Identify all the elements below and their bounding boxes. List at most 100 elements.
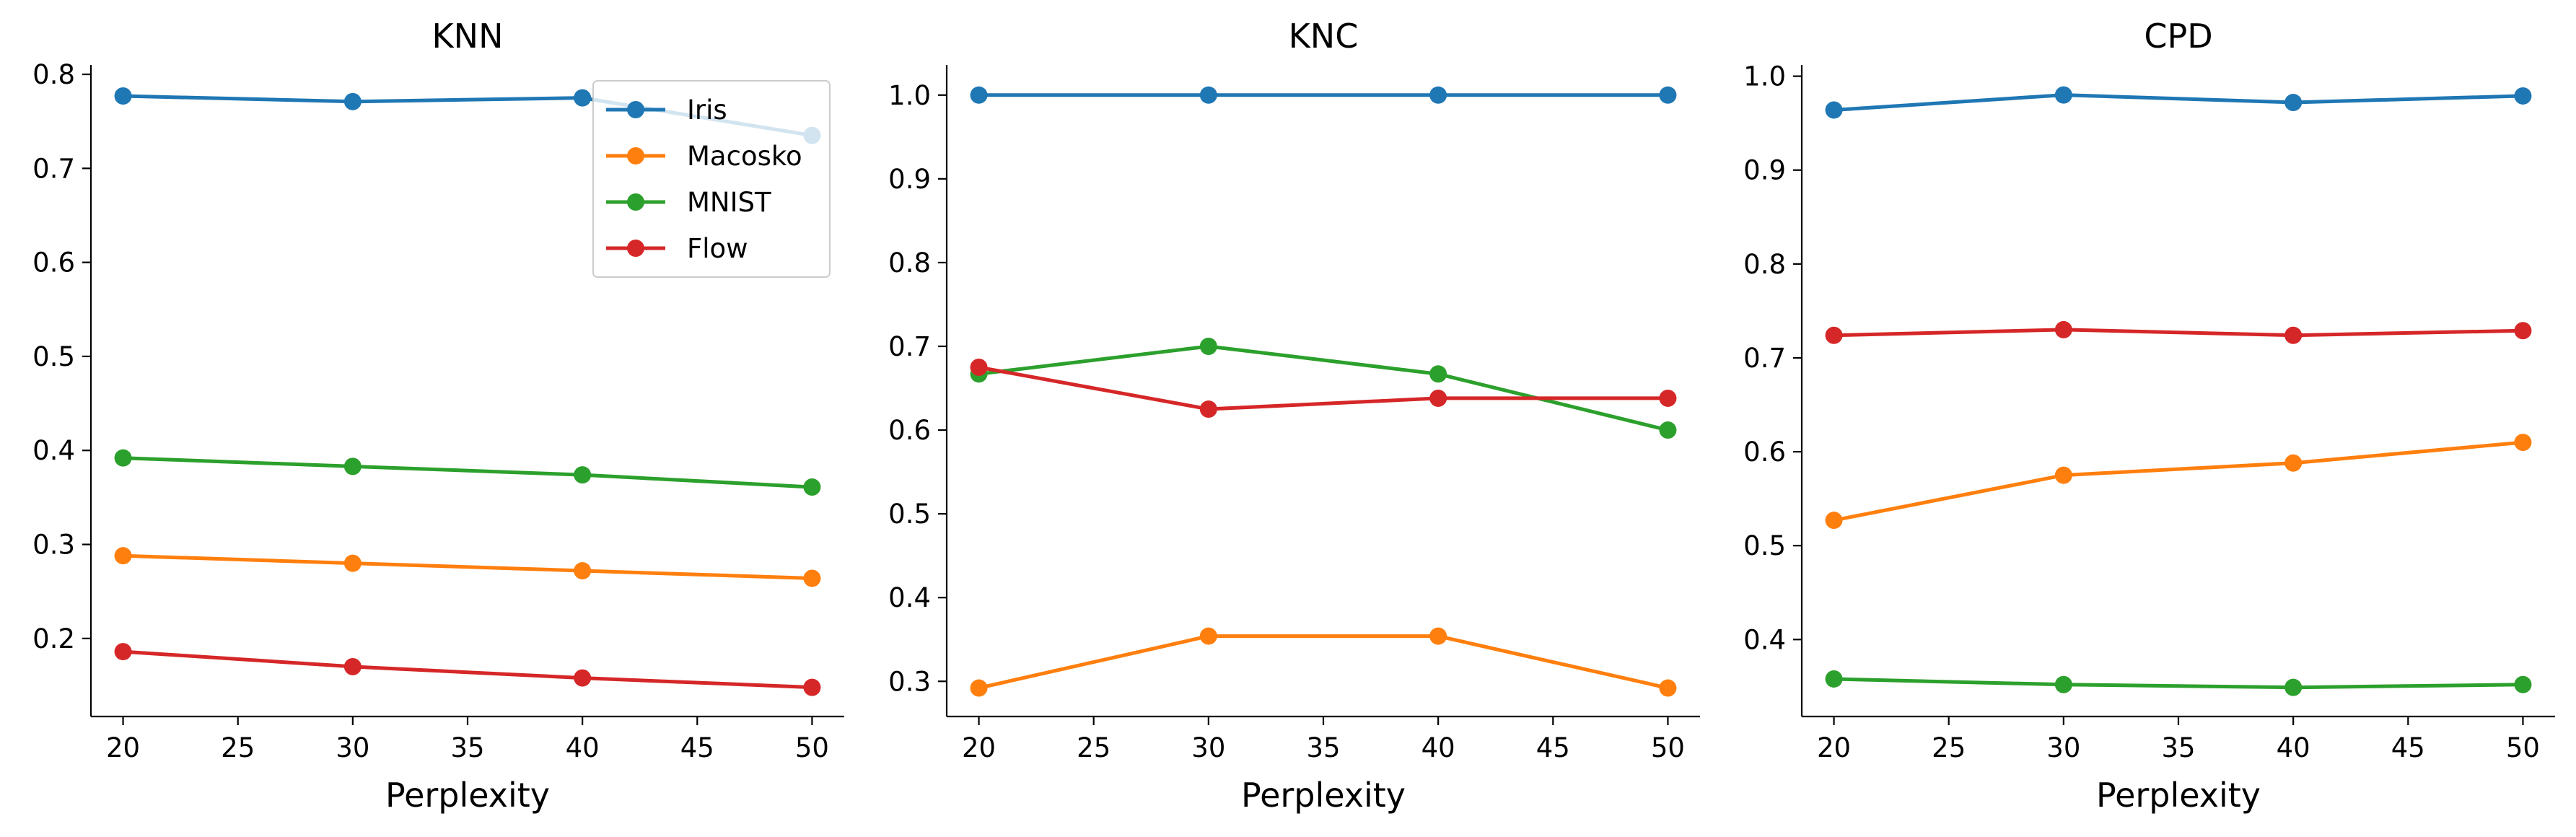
cpd-point-flow <box>2284 326 2303 344</box>
cpd-point-macosko <box>2284 454 2303 472</box>
cpd-point-iris <box>2054 86 2072 104</box>
legend-marker-flow <box>627 240 644 257</box>
knc-title: KNC <box>1289 17 1359 56</box>
cpd-y-tick-label: 1.0 <box>1743 61 1786 92</box>
knn-x-tick-label: 30 <box>336 732 369 763</box>
legend-marker-macosko <box>627 147 644 165</box>
cpd-point-iris <box>1825 101 1843 119</box>
cpd-point-macosko <box>2514 434 2532 452</box>
knn-point-flow <box>114 643 132 661</box>
knn-point-mnist <box>114 449 132 467</box>
cpd-y-tick-label: 0.6 <box>1743 437 1786 468</box>
knc-series-line-macosko <box>977 634 1670 690</box>
knc-y-tick-label: 0.6 <box>888 415 931 446</box>
knc-x-tick-label: 45 <box>1536 732 1570 763</box>
knc-x-tick-label: 50 <box>1651 732 1685 763</box>
knn-series-line-flow <box>121 649 814 690</box>
legend-frame <box>592 80 831 278</box>
legend-label-mnist: MNIST <box>687 187 771 218</box>
knn-point-mnist <box>803 478 821 496</box>
knn-y-tick-label: 0.4 <box>32 435 75 466</box>
knc-x-tick-label: 20 <box>962 732 996 763</box>
cpd-point-mnist <box>2514 675 2532 693</box>
cpd-point-mnist <box>2284 678 2303 696</box>
knn-x-tick-label: 40 <box>566 732 600 763</box>
knc-point-macosko <box>1429 627 1447 645</box>
knn-x-tick-label: 25 <box>221 732 255 763</box>
knc-series-line-mnist <box>977 344 1670 432</box>
cpd-point-macosko <box>2054 466 2072 484</box>
knn-legend: Iris Macosko MNIST Flow <box>592 80 831 278</box>
legend-marker-iris <box>627 101 644 118</box>
knc-y-tick-label: 0.3 <box>888 666 931 697</box>
cpd-point-iris <box>2284 94 2303 112</box>
cpd-series-line-mnist <box>1832 677 2525 690</box>
knn-point-iris <box>343 92 362 110</box>
knc-y-tick-label: 0.7 <box>888 331 931 362</box>
legend-label-flow: Flow <box>687 233 748 264</box>
knn-x-tick-label: 50 <box>795 732 829 763</box>
knc-panel: KNC 20 25 30 35 40 45 50 0.3 0.4 0.5 0.6 0.7 0.8 0.9 1.… <box>888 17 1700 815</box>
cpd-x-tick-label: 50 <box>2506 732 2540 763</box>
knn-y-tick-label: 0.2 <box>32 623 75 654</box>
knc-point-iris <box>970 86 988 104</box>
knn-point-iris <box>574 89 592 107</box>
cpd-y-tick-label: 0.8 <box>1743 249 1786 280</box>
knc-point-flow <box>1659 389 1677 407</box>
cpd-point-iris <box>2514 87 2532 105</box>
cpd-point-flow <box>2054 320 2072 338</box>
cpd-y-tick-label: 0.4 <box>1743 624 1786 655</box>
knn-point-mnist <box>343 457 362 476</box>
cpd-point-flow <box>1825 326 1843 344</box>
knn-point-flow <box>803 678 821 696</box>
legend-label-iris: Iris <box>687 95 727 126</box>
knn-x-axis-label: Perplexity <box>385 776 550 815</box>
knc-y-tick-label: 0.5 <box>888 499 931 530</box>
knc-point-macosko <box>1199 627 1217 645</box>
cpd-x-tick-label: 35 <box>2161 732 2195 763</box>
cpd-x-tick-label: 25 <box>1932 732 1966 763</box>
cpd-point-mnist <box>2054 675 2072 693</box>
knc-y-tick-label: 0.4 <box>888 582 931 613</box>
knn-point-flow <box>343 657 362 675</box>
knc-point-mnist <box>1199 337 1217 355</box>
cpd-y-tick-label: 0.9 <box>1743 155 1786 186</box>
cpd-series-line-flow <box>1832 328 2525 338</box>
knc-series-line-flow <box>977 365 1670 411</box>
knn-x-tick-label: 45 <box>680 732 714 763</box>
knc-x-axis-label: Perplexity <box>1241 776 1406 815</box>
cpd-panel: CPD 20 25 30 35 40 45 50 0.4 0.5 0.6 0.7 0.8 0.9 1.0 Pe… <box>1743 17 2555 815</box>
knn-point-iris <box>114 87 132 105</box>
knc-y-tick-label: 0.9 <box>888 164 931 195</box>
knn-panel: KNN 20 25 30 35 40 45 50 0.2 0.3 0.4 0.5 0.6 0.7 0.8 Pe… <box>32 17 844 815</box>
knc-x-tick-label: 30 <box>1191 732 1225 763</box>
cpd-x-tick-label: 45 <box>2391 732 2425 763</box>
knc-x-tick-label: 25 <box>1077 732 1110 763</box>
knn-point-flow <box>574 669 592 687</box>
knc-point-iris <box>1659 86 1677 104</box>
knc-point-macosko <box>970 679 988 697</box>
cpd-x-tick-label: 20 <box>1817 732 1851 763</box>
knc-point-macosko <box>1659 679 1677 697</box>
knn-point-mnist <box>574 466 592 484</box>
knn-y-tick-label: 0.5 <box>32 341 75 372</box>
cpd-point-mnist <box>1825 670 1843 688</box>
knn-point-macosko <box>114 547 132 565</box>
knc-point-iris <box>1429 86 1447 104</box>
knn-point-macosko <box>574 562 592 580</box>
cpd-x-tick-label: 30 <box>2046 732 2080 763</box>
cpd-point-macosko <box>1825 512 1843 530</box>
legend-label-macosko: Macosko <box>687 141 802 172</box>
knn-series-line-macosko <box>121 553 814 580</box>
cpd-series-line-iris <box>1832 93 2525 112</box>
knn-x-tick-label: 35 <box>450 732 484 763</box>
knc-y-tick-label: 1.0 <box>888 80 931 111</box>
knc-point-mnist <box>1659 421 1677 439</box>
knn-series-line-mnist <box>121 456 814 489</box>
knc-point-mnist <box>1429 365 1447 383</box>
knn-point-macosko <box>803 569 821 587</box>
cpd-point-flow <box>2514 322 2532 340</box>
knn-y-tick-label: 0.3 <box>32 530 75 561</box>
cpd-title: CPD <box>2144 17 2212 56</box>
